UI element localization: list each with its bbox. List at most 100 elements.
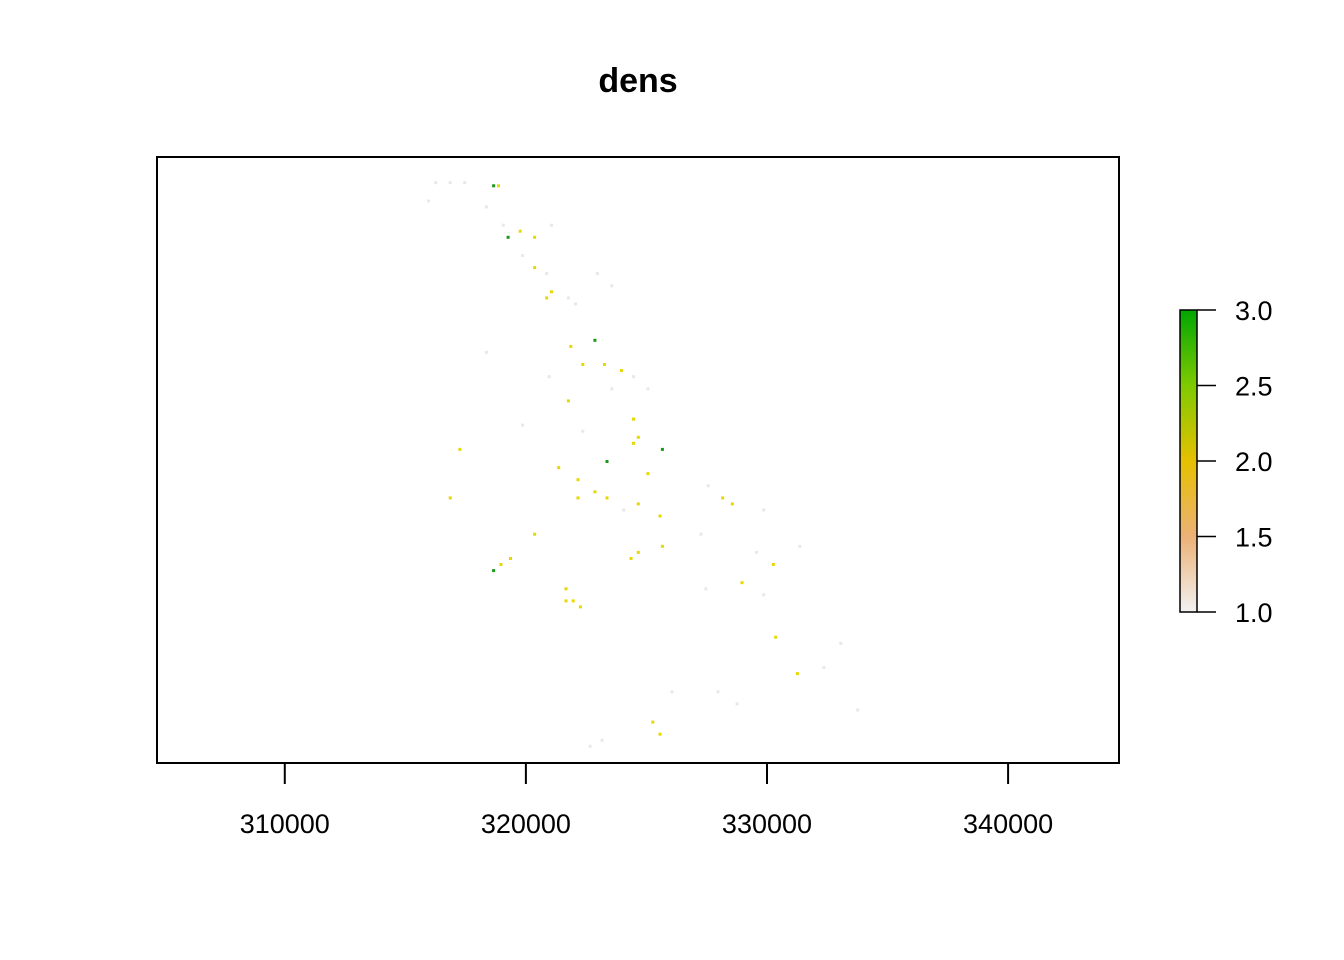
heat-cell	[632, 441, 635, 445]
heat-cell	[646, 472, 650, 476]
heat-cell	[518, 229, 522, 233]
heat-cell	[588, 744, 592, 748]
heat-cell	[636, 550, 640, 554]
colorbar-tick-label: 3.0	[1235, 296, 1273, 326]
colorbar-tick-label: 2.0	[1235, 447, 1273, 477]
heat-cell	[754, 550, 758, 554]
heat-cell	[610, 284, 614, 288]
heat-cell	[492, 569, 496, 573]
heat-cell	[605, 460, 609, 463]
x-axis: 310000 320000 330000 340000	[240, 763, 1053, 839]
heat-cell	[610, 387, 614, 391]
heat-cell	[492, 184, 496, 188]
chart-title: dens	[598, 62, 677, 100]
heat-cell	[699, 532, 703, 536]
heat-cell	[578, 605, 582, 609]
plot-frame	[156, 156, 1120, 764]
colorbar-tick-label: 2.5	[1235, 372, 1273, 402]
heat-cell	[448, 496, 452, 500]
x-tick-label: 330000	[722, 809, 812, 839]
heat-cell	[716, 690, 720, 694]
heat-cell	[595, 272, 599, 276]
heat-cell	[632, 375, 635, 379]
heat-cell	[658, 732, 662, 736]
heat-cell	[670, 690, 674, 694]
heat-cell	[651, 720, 655, 724]
heat-cell	[619, 369, 623, 373]
heat-cell	[581, 363, 585, 366]
heat-cell	[484, 350, 488, 354]
heat-cell	[646, 387, 650, 391]
heat-cell	[622, 508, 626, 512]
heat-cell	[509, 557, 512, 560]
heat-cell	[762, 508, 766, 512]
heat-cell	[839, 641, 843, 645]
heat-cell	[774, 635, 778, 639]
heat-cell	[704, 587, 708, 591]
heat-cell	[658, 514, 662, 518]
x-tick-label: 340000	[963, 809, 1053, 839]
heat-cell	[632, 417, 635, 421]
heat-cell	[484, 205, 488, 209]
heat-cell	[730, 502, 734, 506]
heat-cell	[506, 235, 510, 239]
heat-cell	[427, 199, 430, 203]
x-tick-label: 320000	[481, 809, 571, 839]
heat-cell	[771, 563, 775, 566]
x-tick-label: 310000	[240, 809, 330, 839]
heat-cell	[533, 235, 537, 239]
heat-cell	[521, 423, 525, 427]
heat-cell	[593, 490, 597, 494]
heat-cell	[550, 290, 553, 294]
heat-cell	[550, 223, 553, 227]
heat-cell	[576, 478, 580, 482]
heat-cell	[593, 338, 597, 342]
heat-cell	[566, 399, 570, 403]
heat-cell	[564, 587, 568, 591]
heat-cell	[569, 344, 573, 348]
heat-cell	[856, 708, 860, 712]
heat-cell	[600, 738, 604, 742]
heat-cell	[735, 702, 739, 706]
heat-cell	[434, 181, 438, 185]
heat-cell	[564, 599, 568, 603]
heat-cell	[557, 466, 561, 470]
heat-cell	[660, 544, 664, 548]
heat-cell	[566, 296, 570, 300]
heat-cell	[822, 666, 826, 669]
heat-cell	[545, 272, 549, 276]
heat-cell	[798, 544, 802, 548]
heat-cell	[545, 296, 549, 300]
heat-cell	[706, 484, 710, 488]
heat-cell	[762, 593, 766, 597]
heat-cell	[448, 181, 452, 185]
colorbar-legend: 1.0 1.5 2.0 2.5 3.0	[1179, 296, 1273, 628]
heat-cell	[574, 302, 578, 306]
heat-cell	[721, 496, 725, 500]
heat-cell	[636, 435, 640, 439]
colorbar-tick-label: 1.5	[1235, 523, 1273, 553]
heat-cell	[533, 266, 537, 270]
heat-cell	[547, 375, 551, 379]
colorbar-ticks: 1.0 1.5 2.0 2.5 3.0	[1197, 296, 1273, 628]
colorbar-gradient	[1179, 309, 1198, 613]
heat-cell	[576, 496, 580, 500]
heat-cell	[501, 223, 505, 227]
heat-cell	[581, 429, 585, 433]
colorbar-tick-label: 1.0	[1235, 598, 1273, 628]
heat-cell	[795, 672, 799, 676]
heat-cell	[605, 496, 609, 500]
heat-cell	[571, 599, 575, 603]
heat-cell	[660, 447, 664, 451]
heatmap-cells	[427, 181, 860, 748]
heat-cell	[463, 181, 467, 185]
heat-cell	[533, 532, 537, 536]
heat-cell	[497, 184, 500, 188]
heat-cell	[636, 502, 640, 506]
heat-cell	[458, 447, 462, 451]
heat-cell	[603, 363, 606, 366]
heat-cell	[521, 254, 525, 257]
heat-cell	[740, 581, 744, 585]
heat-cell	[629, 557, 633, 560]
